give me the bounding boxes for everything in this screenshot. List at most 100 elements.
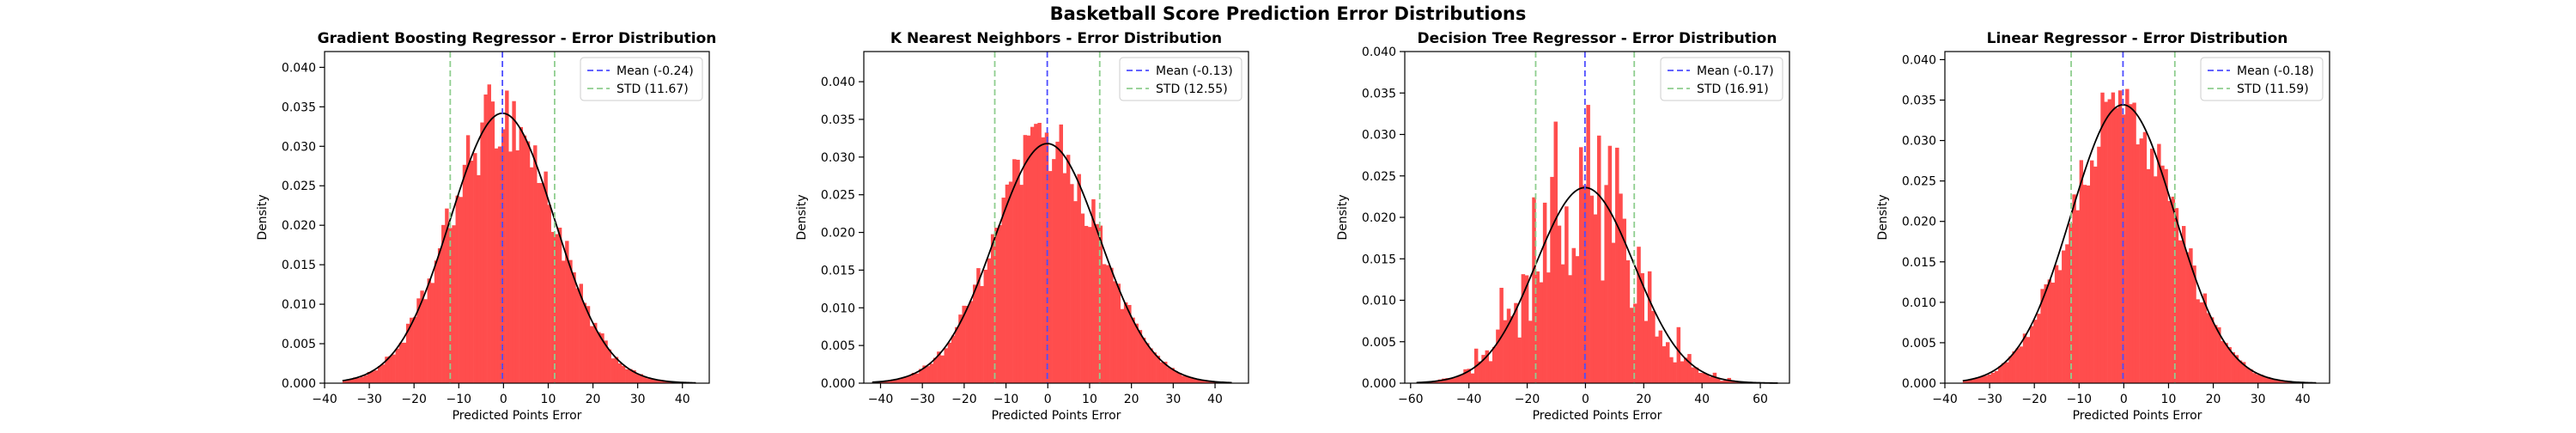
histogram-bar	[456, 196, 459, 383]
legend-label: Mean (-0.13)	[1156, 64, 1233, 78]
histogram-bar	[548, 204, 551, 383]
histogram-bar	[575, 289, 579, 383]
histogram-bar	[2065, 244, 2069, 383]
y-tick-label: 0.030	[1362, 129, 1396, 143]
histogram-bar	[2037, 314, 2040, 383]
x-tick-label: 0	[1044, 393, 1052, 406]
histogram-bar	[526, 142, 530, 383]
legend: Mean (-0.18)STD (11.59)	[2201, 58, 2323, 101]
y-axis-label: Density	[1336, 194, 1350, 240]
histogram-bar	[998, 225, 1001, 383]
histogram-bar	[1995, 371, 1998, 383]
histogram-bar	[533, 145, 537, 383]
histogram-bar	[434, 260, 438, 383]
x-tick-label: 20	[1124, 393, 1139, 406]
histogram-bar	[940, 356, 944, 383]
histogram-bar	[1139, 330, 1142, 383]
histogram-bar	[2072, 194, 2075, 383]
histogram-bar	[1009, 181, 1012, 383]
histogram-bar	[523, 136, 526, 383]
histogram-bar	[438, 248, 441, 383]
histogram-bar	[1586, 105, 1590, 383]
histogram-bar	[1167, 367, 1170, 383]
histogram-bar	[2087, 186, 2090, 383]
histogram-bar	[1561, 265, 1565, 383]
histogram-bar	[583, 303, 586, 383]
histogram-bar	[2224, 343, 2227, 383]
histogram-bar	[1576, 256, 1580, 383]
histogram-bar	[1644, 321, 1649, 383]
chart-title: Gradient Boosting Regressor - Error Dist…	[318, 30, 717, 47]
histogram-bar	[2023, 333, 2026, 383]
x-tick-label: 0	[2120, 393, 2128, 406]
legend-label: STD (11.59)	[2237, 82, 2309, 96]
histogram-bar	[371, 371, 374, 383]
histogram-bar	[1988, 375, 1991, 383]
histogram-bar	[1662, 346, 1667, 383]
histogram-bar	[2030, 326, 2033, 383]
histogram-bar	[1106, 265, 1109, 383]
histogram-bar	[508, 151, 512, 383]
x-tick-label: 10	[1082, 393, 1097, 406]
histogram-bar	[459, 197, 463, 383]
histogram-bar	[1977, 378, 1980, 383]
y-tick-label: 0.010	[282, 298, 316, 312]
histogram-bar	[2221, 341, 2224, 383]
x-tick-label: 20	[1636, 393, 1651, 406]
histogram-bar	[2168, 201, 2172, 383]
y-tick-label: 0.005	[1902, 337, 1936, 351]
histogram-bar	[2160, 166, 2164, 383]
histogram-bar	[544, 172, 547, 383]
histogram-bar	[2111, 93, 2115, 383]
histogram-bar	[1027, 136, 1030, 383]
histogram-bar	[2055, 265, 2058, 383]
histogram-bar	[1005, 185, 1009, 383]
x-tick-label: −10	[2067, 393, 2093, 406]
legend: Mean (-0.17)STD (16.91)	[1661, 58, 1783, 101]
histogram-bar	[2154, 176, 2157, 383]
histogram-bar	[1084, 226, 1088, 383]
histogram-bar	[431, 283, 434, 383]
histogram-bar	[1070, 184, 1073, 383]
histogram-bar	[2185, 253, 2189, 383]
histogram-bar	[2100, 93, 2104, 383]
y-tick-label: 0.005	[1362, 336, 1396, 350]
histogram-bar	[1716, 379, 1721, 383]
histogram-bar	[622, 366, 625, 383]
histogram-bar	[1124, 302, 1127, 383]
x-tick-label: 0	[1582, 393, 1589, 406]
histogram-bar	[1680, 362, 1685, 383]
histogram-bar	[1608, 146, 1613, 383]
histogram-bar	[1540, 283, 1544, 383]
histogram-bar	[593, 323, 597, 383]
y-tick-label: 0.025	[282, 180, 316, 193]
histogram-bar	[2140, 138, 2143, 383]
histogram-bar	[2129, 104, 2132, 383]
histogram-bar	[356, 378, 360, 383]
y-tick-label: 0.025	[1362, 170, 1396, 184]
histogram-bar	[1597, 136, 1601, 383]
histogram-bar	[1453, 378, 1457, 383]
histogram-bar	[473, 153, 477, 383]
histogram-bar	[955, 327, 958, 383]
histogram-bar	[381, 364, 385, 383]
histogram-bar	[2104, 102, 2107, 383]
histogram-bar	[2136, 144, 2139, 383]
histogram-bar	[388, 356, 392, 383]
x-tick-label: 20	[2206, 393, 2221, 406]
histogram-bar	[2150, 149, 2154, 383]
y-tick-label: 0.035	[282, 101, 316, 114]
y-tick-label: 0.015	[1902, 256, 1936, 270]
y-tick-label: 0.010	[821, 302, 855, 315]
y-tick-label: 0.010	[1362, 295, 1396, 308]
histogram-bar	[403, 343, 406, 383]
histogram-bar	[1648, 271, 1652, 383]
y-tick-label: 0.005	[282, 338, 316, 351]
histogram-bar	[2157, 144, 2160, 383]
histogram-bar	[1016, 160, 1019, 383]
y-axis-label: Density	[1876, 194, 1890, 240]
histogram-bar	[1113, 281, 1116, 383]
histogram-bar	[466, 135, 470, 383]
histogram-bar	[483, 95, 487, 383]
